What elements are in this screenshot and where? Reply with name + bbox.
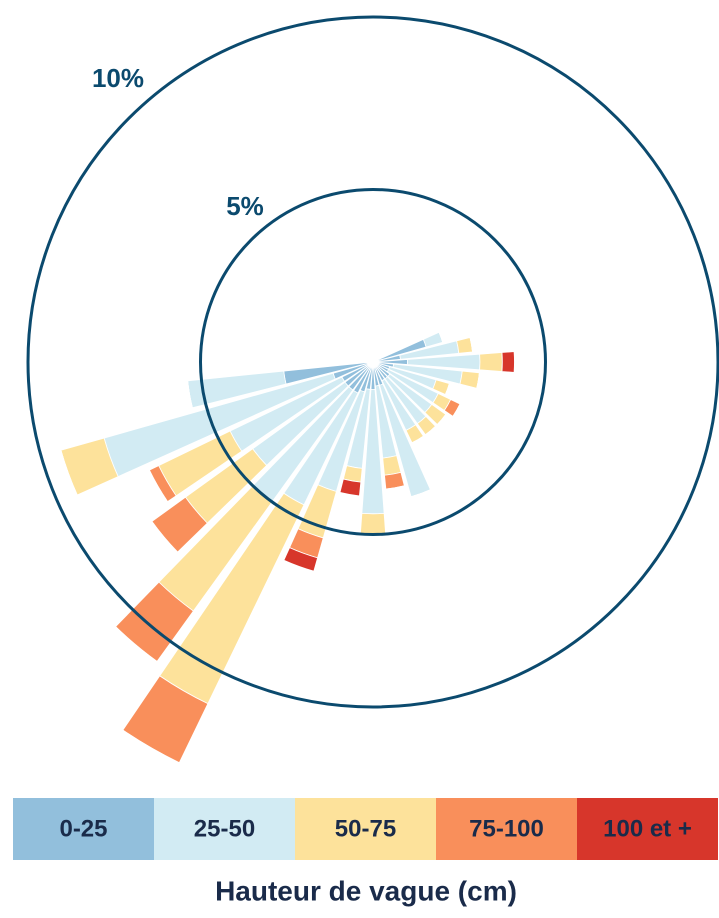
bar-segment [339, 478, 362, 497]
bar-segment [122, 729, 180, 764]
legend-label: 0-25 [59, 815, 107, 842]
ring-label: 5% [226, 191, 264, 221]
ring-label: 10% [92, 63, 144, 93]
legend-swatch [436, 798, 577, 860]
bar-segment [501, 351, 515, 373]
rings: 5% 10% [26, 15, 719, 709]
legend-title: Hauteur de vague (cm) [215, 875, 517, 906]
ring [199, 188, 547, 536]
bar-segment [438, 332, 444, 343]
bar-segment [151, 521, 178, 553]
bar-segment [479, 352, 503, 372]
bar-segment [456, 336, 473, 354]
bar-segment [187, 380, 193, 408]
legend-swatch [13, 798, 154, 860]
bar-segment [359, 512, 387, 535]
legend-label: 50-75 [335, 815, 396, 842]
legend-swatch [295, 798, 436, 860]
ring [26, 15, 719, 709]
bar-segment [452, 403, 461, 417]
bar-segment [382, 455, 402, 476]
bar-segment [385, 485, 405, 490]
bar-segment [425, 426, 436, 436]
bar-segment [459, 370, 480, 389]
legend-label: 75-100 [469, 815, 544, 842]
bar-segment [115, 626, 158, 662]
bars [60, 331, 515, 764]
legend-swatch [577, 798, 718, 860]
bar-segment [469, 337, 473, 352]
legend-label: 25-50 [194, 815, 255, 842]
bar-segment [283, 547, 319, 572]
bar-segment [445, 383, 450, 395]
legend-swatch [154, 798, 295, 860]
legend: 0-25 25-50 50-75 75-100 100 et + [13, 798, 718, 860]
legend-label: 100 et + [603, 815, 692, 842]
